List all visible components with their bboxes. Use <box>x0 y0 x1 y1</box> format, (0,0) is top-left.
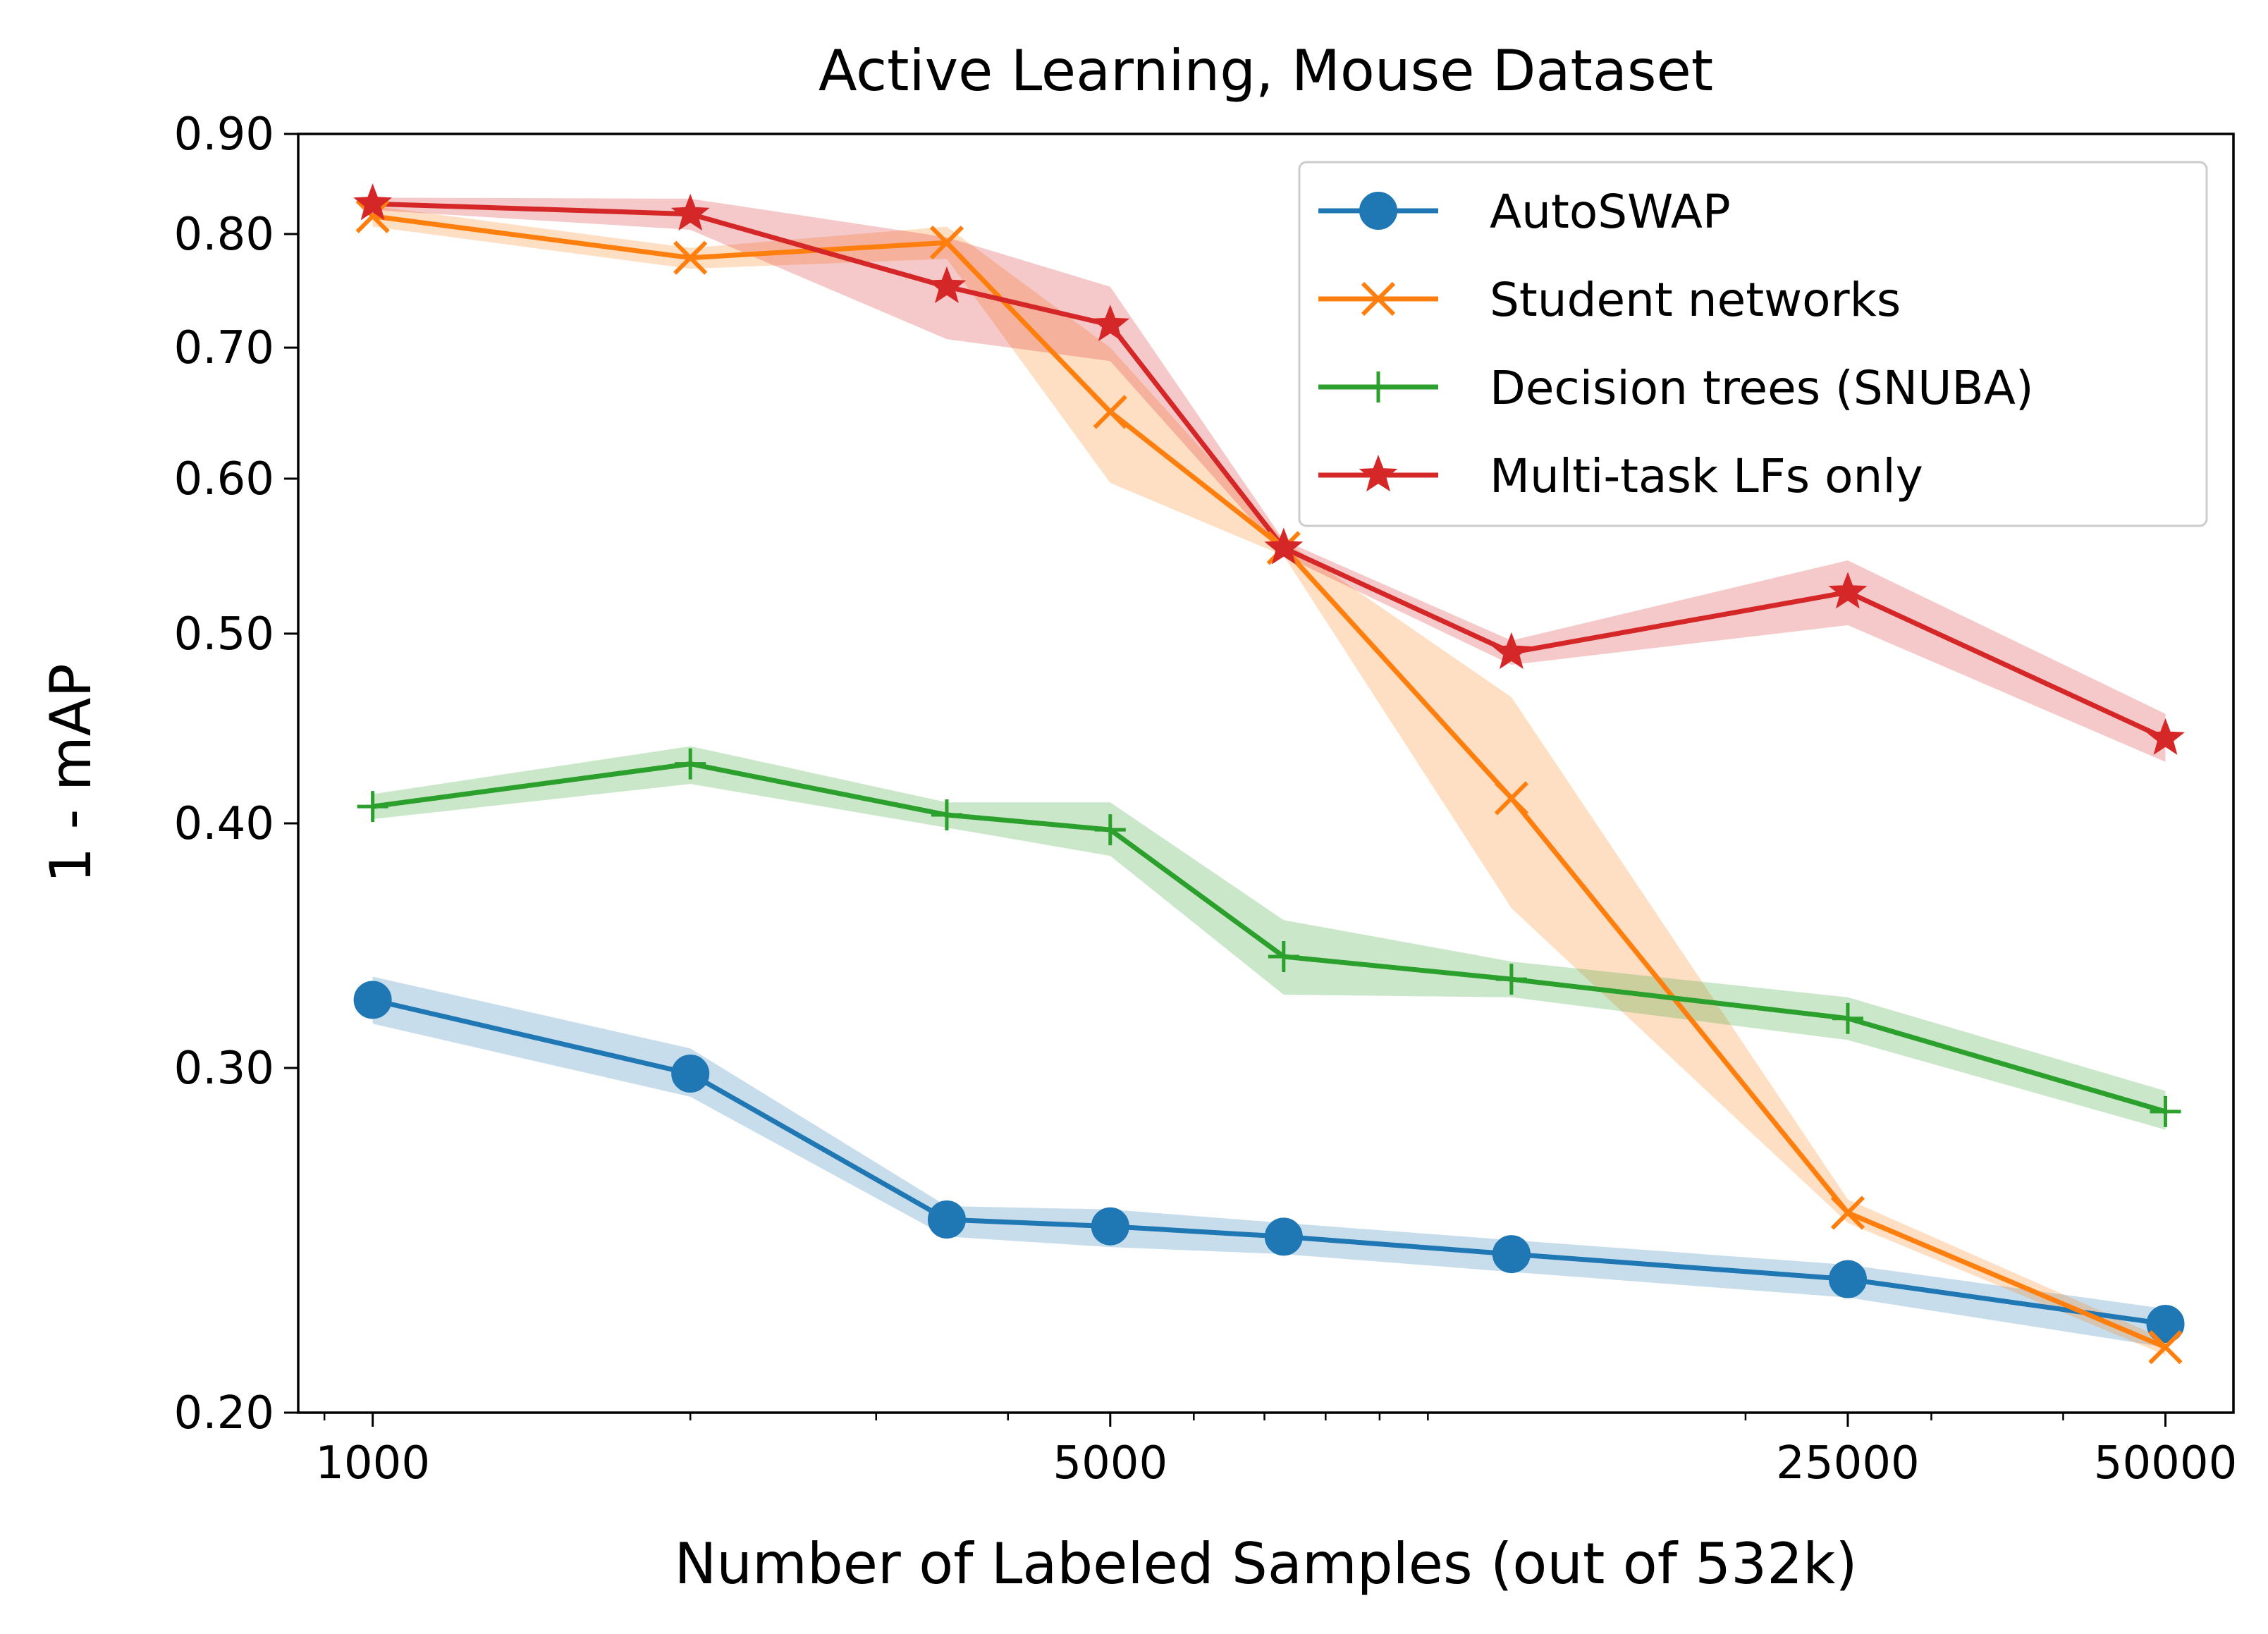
point-student-networks <box>2148 1330 2183 1365</box>
y-tick-label: 0.50 <box>174 608 275 661</box>
band-decision-trees-snuba <box>372 746 2166 1130</box>
x-tick-label: 50000 <box>2094 1437 2238 1489</box>
point-decision-trees-snuba <box>357 791 388 823</box>
y-tick-label: 0.40 <box>174 798 275 850</box>
point-student-networks <box>1830 1196 1865 1230</box>
x-axis-title: Number of Labeled Samples (out of 532k) <box>674 1531 1857 1597</box>
legend-label-autoswap: AutoSWAP <box>1490 185 1731 239</box>
line-multi-task-lfs-only <box>370 201 2168 742</box>
point-student-networks <box>1494 781 1528 816</box>
point-student-networks <box>355 199 390 233</box>
point-autoswap <box>1264 1217 1303 1256</box>
point-multi-task-lfs-only <box>353 183 393 221</box>
point-decision-trees-snuba <box>2150 1095 2181 1127</box>
point-autoswap <box>1091 1207 1129 1246</box>
line-decision-trees-snuba <box>370 761 2168 1114</box>
point-decision-trees-snuba <box>1495 964 1527 995</box>
point-autoswap <box>1492 1235 1531 1274</box>
point-decision-trees-snuba <box>1832 1002 1863 1034</box>
point-decision-trees-snuba <box>931 799 962 831</box>
legend: AutoSWAP Student networks Decision trees (… <box>1298 161 2208 527</box>
legend-marker-autoswap <box>1359 192 1397 230</box>
confidence-bands <box>372 197 2166 1356</box>
point-decision-trees-snuba <box>675 748 706 780</box>
axes <box>297 133 2235 1414</box>
y-tick-label: 0.20 <box>174 1387 275 1439</box>
point-autoswap <box>1828 1260 1867 1298</box>
point-multi-task-lfs-only <box>2146 718 2185 755</box>
ticks: 0.20 0.30 0.40 0.50 0.60 0.70 0.80 0.90 1000 5000… <box>174 109 2238 1489</box>
x-tick-label: 25000 <box>1776 1437 1920 1489</box>
band-multi-task-lfs-only <box>372 197 2166 762</box>
point-autoswap <box>671 1055 710 1093</box>
point-multi-task-lfs-only <box>1091 304 1130 342</box>
legend-box <box>1298 161 2208 527</box>
chart-title: Active Learning, Mouse Dataset <box>819 38 1713 104</box>
point-decision-trees-snuba <box>1268 940 1299 972</box>
legend-marker-multi-task-lfs-only <box>1359 455 1398 492</box>
y-axis-title: 1 - mAP <box>38 663 104 883</box>
legend-label-multi-task-lfs-only: Multi-task LFs only <box>1490 449 1923 503</box>
point-student-networks <box>1093 395 1127 429</box>
point-decision-trees-snuba <box>1094 814 1126 846</box>
y-tick-label: 0.60 <box>174 453 275 505</box>
series-markers <box>353 183 2185 1365</box>
point-multi-task-lfs-only <box>1828 572 1868 609</box>
point-multi-task-lfs-only <box>1264 527 1304 565</box>
line-autoswap <box>370 997 2168 1327</box>
legend-marker-decision-trees-snuba <box>1363 371 1394 403</box>
band-autoswap <box>372 976 2166 1348</box>
point-student-networks <box>673 240 708 275</box>
line-student-networks <box>370 214 2168 1350</box>
y-tick-label: 0.70 <box>174 322 275 374</box>
plot-frame <box>297 133 2235 1414</box>
y-tick-label: 0.30 <box>174 1043 275 1095</box>
legend-marker-student-networks <box>1361 281 1396 317</box>
point-autoswap <box>927 1200 966 1239</box>
point-multi-task-lfs-only <box>927 266 967 303</box>
y-tick-label: 0.80 <box>174 209 275 261</box>
point-student-networks <box>929 226 964 260</box>
legend-label-decision-trees-snuba: Decision trees (SNUBA) <box>1490 361 2034 415</box>
x-tick-label: 5000 <box>1053 1437 1167 1489</box>
point-autoswap <box>353 981 392 1019</box>
band-student-networks <box>372 206 2166 1356</box>
point-autoswap <box>2146 1305 2185 1344</box>
x-tick-label: 1000 <box>315 1437 430 1489</box>
series-lines <box>370 201 2168 1350</box>
point-multi-task-lfs-only <box>670 193 710 231</box>
y-tick-label: 0.90 <box>174 109 275 161</box>
legend-label-student-networks: Student networks <box>1490 273 1901 327</box>
point-multi-task-lfs-only <box>1492 632 1531 670</box>
